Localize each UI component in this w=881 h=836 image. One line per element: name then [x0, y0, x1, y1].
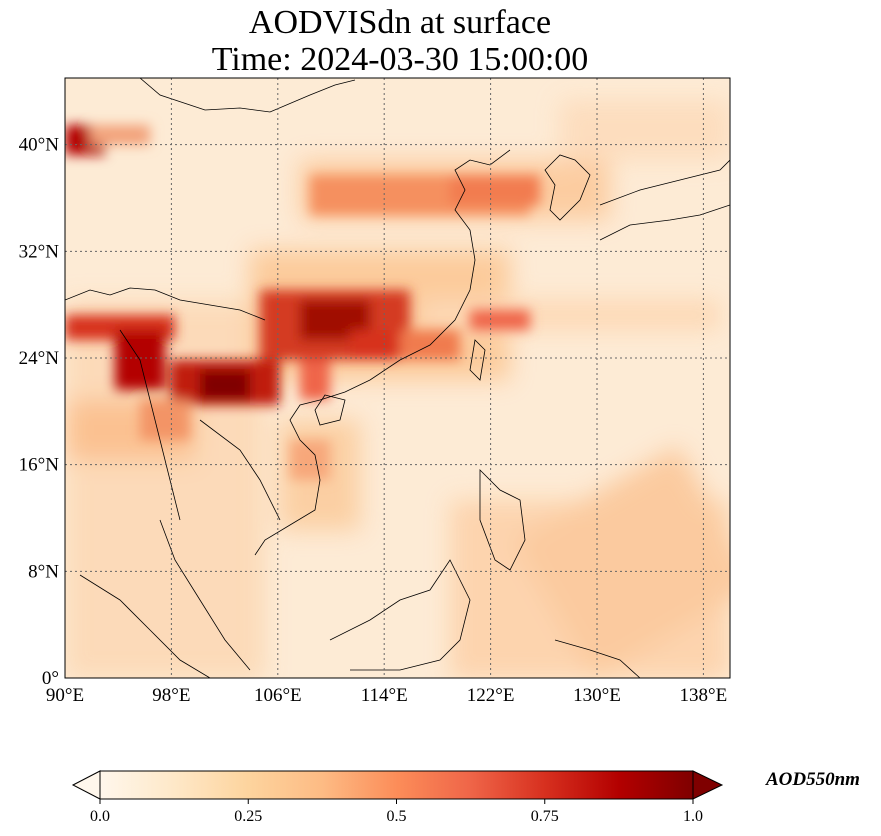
gridlines [65, 78, 730, 678]
lon-tick-label: 130°E [573, 685, 621, 706]
colorbar-tick-label: 0.5 [387, 808, 407, 825]
lat-tick-label: 24°N [19, 348, 60, 369]
lon-tick-label: 98°E [152, 685, 190, 706]
colorbar-max-extension [692, 770, 724, 800]
colorbar-min-extension [71, 770, 101, 800]
lon-tick-label: 138°E [680, 685, 728, 706]
colorbar-tick-label: 0.75 [531, 808, 559, 825]
colorbar-tick-label: 0.0 [90, 808, 110, 825]
lat-tick-label: 32°N [19, 241, 60, 262]
lon-tick-label: 114°E [361, 685, 408, 706]
coastlines [65, 78, 730, 678]
map-time: Time: 2024-03-30 15:00:00 [211, 41, 589, 78]
colorbar-title: AOD550nm [766, 769, 860, 790]
colorbar-tick-label: 1.0 [683, 808, 703, 825]
lon-tick-label: 106°E [254, 685, 302, 706]
map-frame [64, 77, 731, 679]
lat-tick-label: 40°N [19, 135, 60, 156]
lon-tick-label: 90°E [46, 685, 84, 706]
lat-tick-labels: 40°N 32°N 24°N 16°N 8°N 0° [19, 135, 60, 689]
map-field [65, 78, 730, 678]
colorbar: 0.0 0.25 0.5 0.75 1.0 [71, 770, 724, 825]
lat-tick-label: 16°N [19, 455, 60, 476]
colorbar-gradient [99, 770, 694, 800]
lat-tick-label: 0° [42, 668, 59, 689]
map-title: AODVISdn at surface [248, 4, 552, 41]
lon-tick-labels: 90°E 98°E 106°E 114°E 122°E 130°E 138°E [46, 685, 727, 706]
colorbar-tick-label: 0.25 [234, 808, 262, 825]
lon-tick-label: 122°E [467, 685, 515, 706]
lat-tick-label: 8°N [28, 561, 59, 582]
